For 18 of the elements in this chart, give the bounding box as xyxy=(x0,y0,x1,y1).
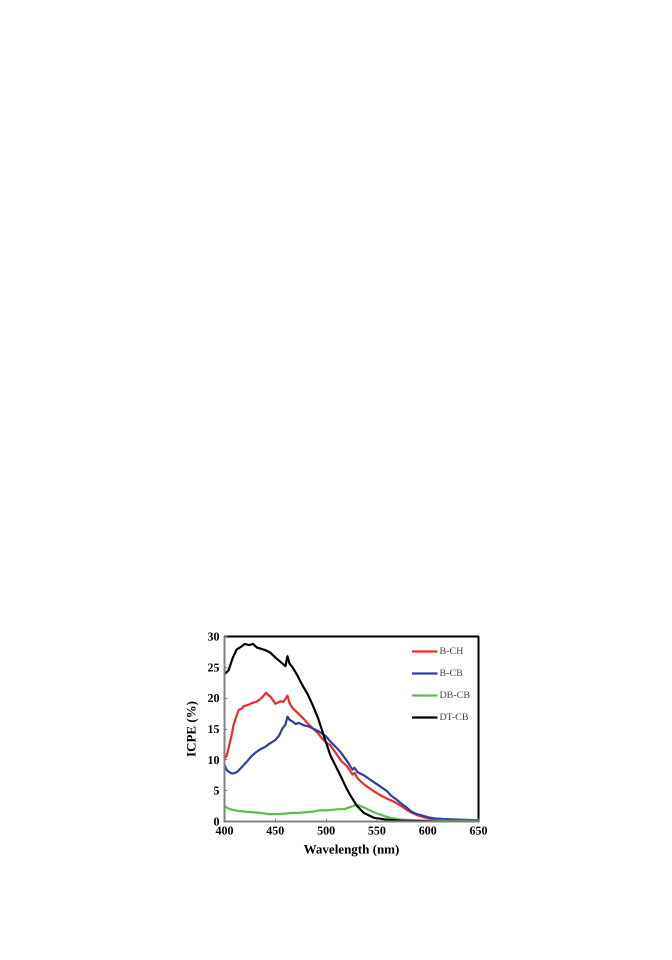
x-tick-label: 450 xyxy=(266,824,284,838)
legend-label: DT-CB xyxy=(439,712,469,722)
y-tick-label: 5 xyxy=(214,784,220,798)
y-tick-label: 30 xyxy=(208,630,220,644)
y-tick-label: 25 xyxy=(208,660,220,674)
y-tick-label: 0 xyxy=(214,814,220,828)
x-tick-label: 650 xyxy=(470,824,488,838)
x-axis-title: Wavelength (nm) xyxy=(304,842,400,856)
y-axis-title: ICPE (%) xyxy=(184,701,198,757)
legend-label: B-CH xyxy=(439,646,464,656)
x-tick-label: 500 xyxy=(317,824,336,838)
legend-label: B-CB xyxy=(439,668,463,678)
legend-label: DB-CB xyxy=(439,690,470,700)
x-tick-label: 550 xyxy=(368,824,386,838)
y-tick-label: 10 xyxy=(208,752,220,767)
x-tick-label: 600 xyxy=(418,824,437,838)
y-tick-label: 15 xyxy=(208,722,220,736)
y-tick-label: 20 xyxy=(208,691,220,706)
